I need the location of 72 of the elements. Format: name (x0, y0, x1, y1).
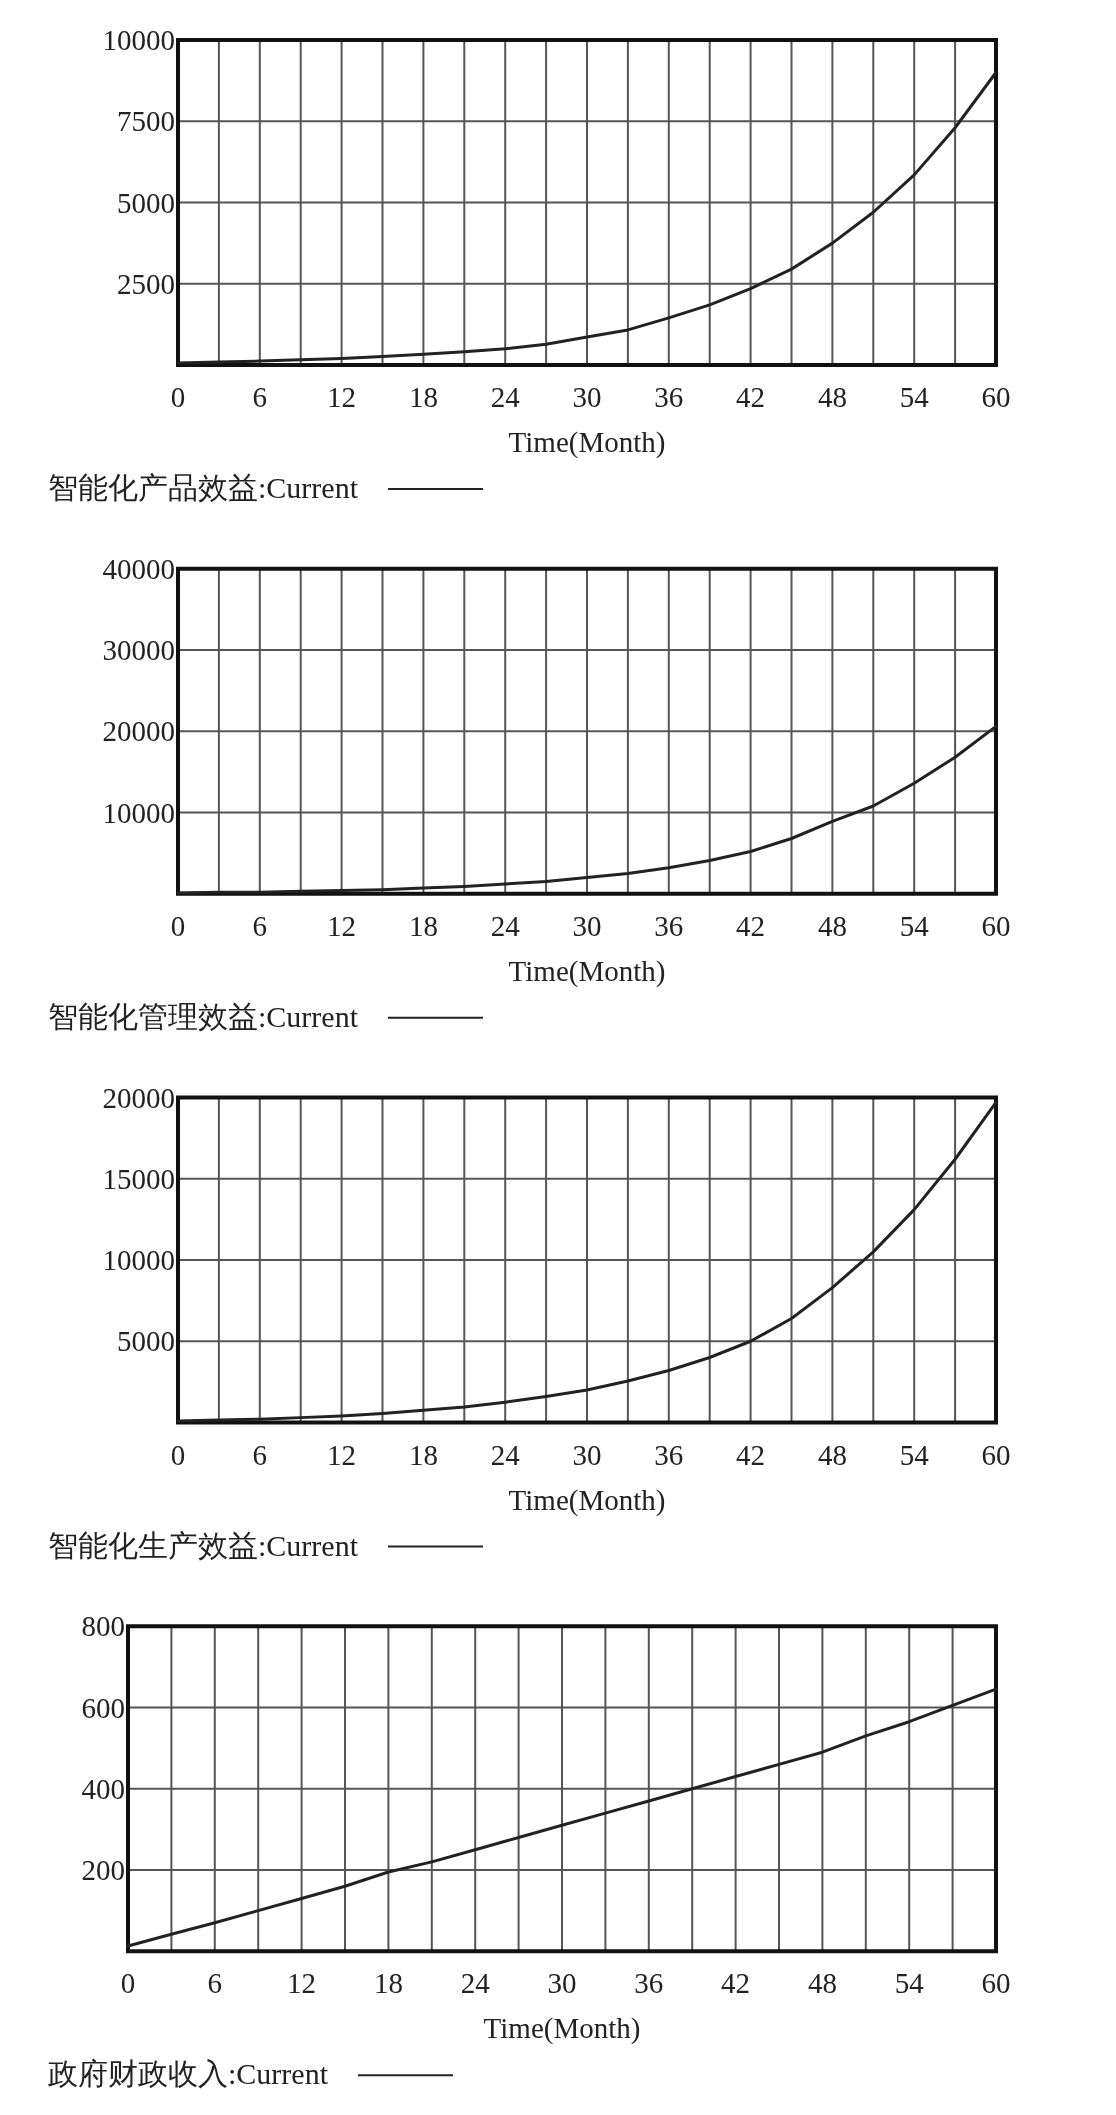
x-tick-label: 18 (408, 1438, 438, 1471)
legend-label: 智能化管理效益:Current (48, 999, 359, 1033)
x-tick-label: 24 (490, 1438, 521, 1471)
y-tick-label: 5000 (117, 1325, 175, 1358)
x-tick-label: 54 (899, 1438, 930, 1471)
x-tick-label: 60 (981, 381, 1011, 413)
y-tick-label: 2500 (117, 267, 175, 300)
x-tick-label: 0 (170, 909, 186, 942)
x-tick-label: 54 (899, 381, 930, 413)
y-tick-label: 20000 (102, 1081, 175, 1114)
x-tick-label: 60 (981, 1438, 1011, 1471)
x-tick-label: 6 (252, 1438, 268, 1471)
legend-label: 政府财政收入:Current (48, 2057, 329, 2091)
y-tick-label: 30000 (102, 634, 175, 666)
x-axis-title: Time(Month) (508, 1483, 666, 1517)
x-tick-label: 30 (572, 381, 602, 413)
x-tick-label: 24 (460, 1967, 491, 2000)
x-tick-label: 42 (736, 381, 766, 413)
line-series (126, 1687, 998, 1948)
legend-label: 智能化产品效益:Current (48, 471, 359, 504)
y-tick-label: 15000 (102, 1162, 175, 1195)
x-tick-label: 6 (207, 1967, 223, 2000)
x-tick-label: 42 (721, 1967, 751, 2000)
x-tick-label: 36 (654, 1438, 684, 1471)
x-tick-label: 6 (252, 909, 268, 942)
x-axis-title: Time(Month) (508, 954, 666, 988)
x-tick-label: 48 (807, 1967, 837, 2000)
y-tick-label: 20000 (102, 715, 175, 748)
x-tick-label: 54 (894, 1967, 925, 2000)
x-tick-label: 18 (373, 1967, 403, 2000)
x-tick-label: 30 (572, 1438, 602, 1471)
x-tick-label: 24 (490, 909, 521, 942)
x-tick-label: 6 (252, 381, 268, 413)
x-tick-label: 54 (899, 909, 930, 942)
x-tick-label: 30 (572, 909, 602, 942)
x-tick-label: 18 (408, 381, 438, 413)
x-tick-label: 24 (490, 381, 521, 413)
y-tick-label: 10000 (102, 1244, 175, 1276)
x-tick-label: 30 (547, 1967, 577, 2000)
x-tick-label: 36 (654, 909, 684, 942)
x-tick-label: 48 (817, 1438, 847, 1471)
line-series (176, 71, 998, 365)
x-tick-label: 0 (170, 381, 186, 413)
x-tick-label: 12 (327, 381, 357, 413)
y-tick-label: 7500 (117, 105, 175, 138)
x-tick-label: 42 (736, 909, 766, 942)
x-tick-label: 12 (287, 1967, 317, 2000)
legend-label: 智能化生产效益:Current (48, 1528, 359, 1562)
y-tick-label: 600 (81, 1691, 125, 1724)
x-tick-label: 60 (981, 909, 1011, 942)
x-tick-label: 36 (654, 381, 684, 413)
y-tick-label: 200 (81, 1854, 125, 1886)
x-tick-label: 36 (634, 1967, 664, 2000)
x-tick-label: 0 (170, 1438, 186, 1471)
x-axis-title: Time(Month) (508, 426, 666, 459)
y-tick-label: 400 (81, 1772, 125, 1805)
x-tick-label: 60 (981, 1967, 1011, 2000)
x-tick-label: 18 (408, 909, 438, 942)
x-tick-label: 48 (817, 909, 847, 942)
y-tick-label: 800 (81, 1610, 125, 1643)
x-axis-title: Time(Month) (483, 2012, 641, 2046)
line-series (176, 724, 998, 895)
y-tick-label: 10000 (102, 24, 175, 56)
x-tick-label: 12 (327, 909, 357, 942)
x-tick-label: 42 (736, 1438, 766, 1471)
x-tick-label: 12 (327, 1438, 357, 1471)
x-tick-label: 0 (120, 1967, 136, 2000)
y-tick-label: 10000 (102, 796, 175, 829)
line-series (176, 1100, 998, 1423)
x-tick-label: 48 (817, 381, 847, 413)
y-tick-label: 5000 (117, 186, 175, 219)
y-tick-label: 40000 (102, 552, 175, 585)
